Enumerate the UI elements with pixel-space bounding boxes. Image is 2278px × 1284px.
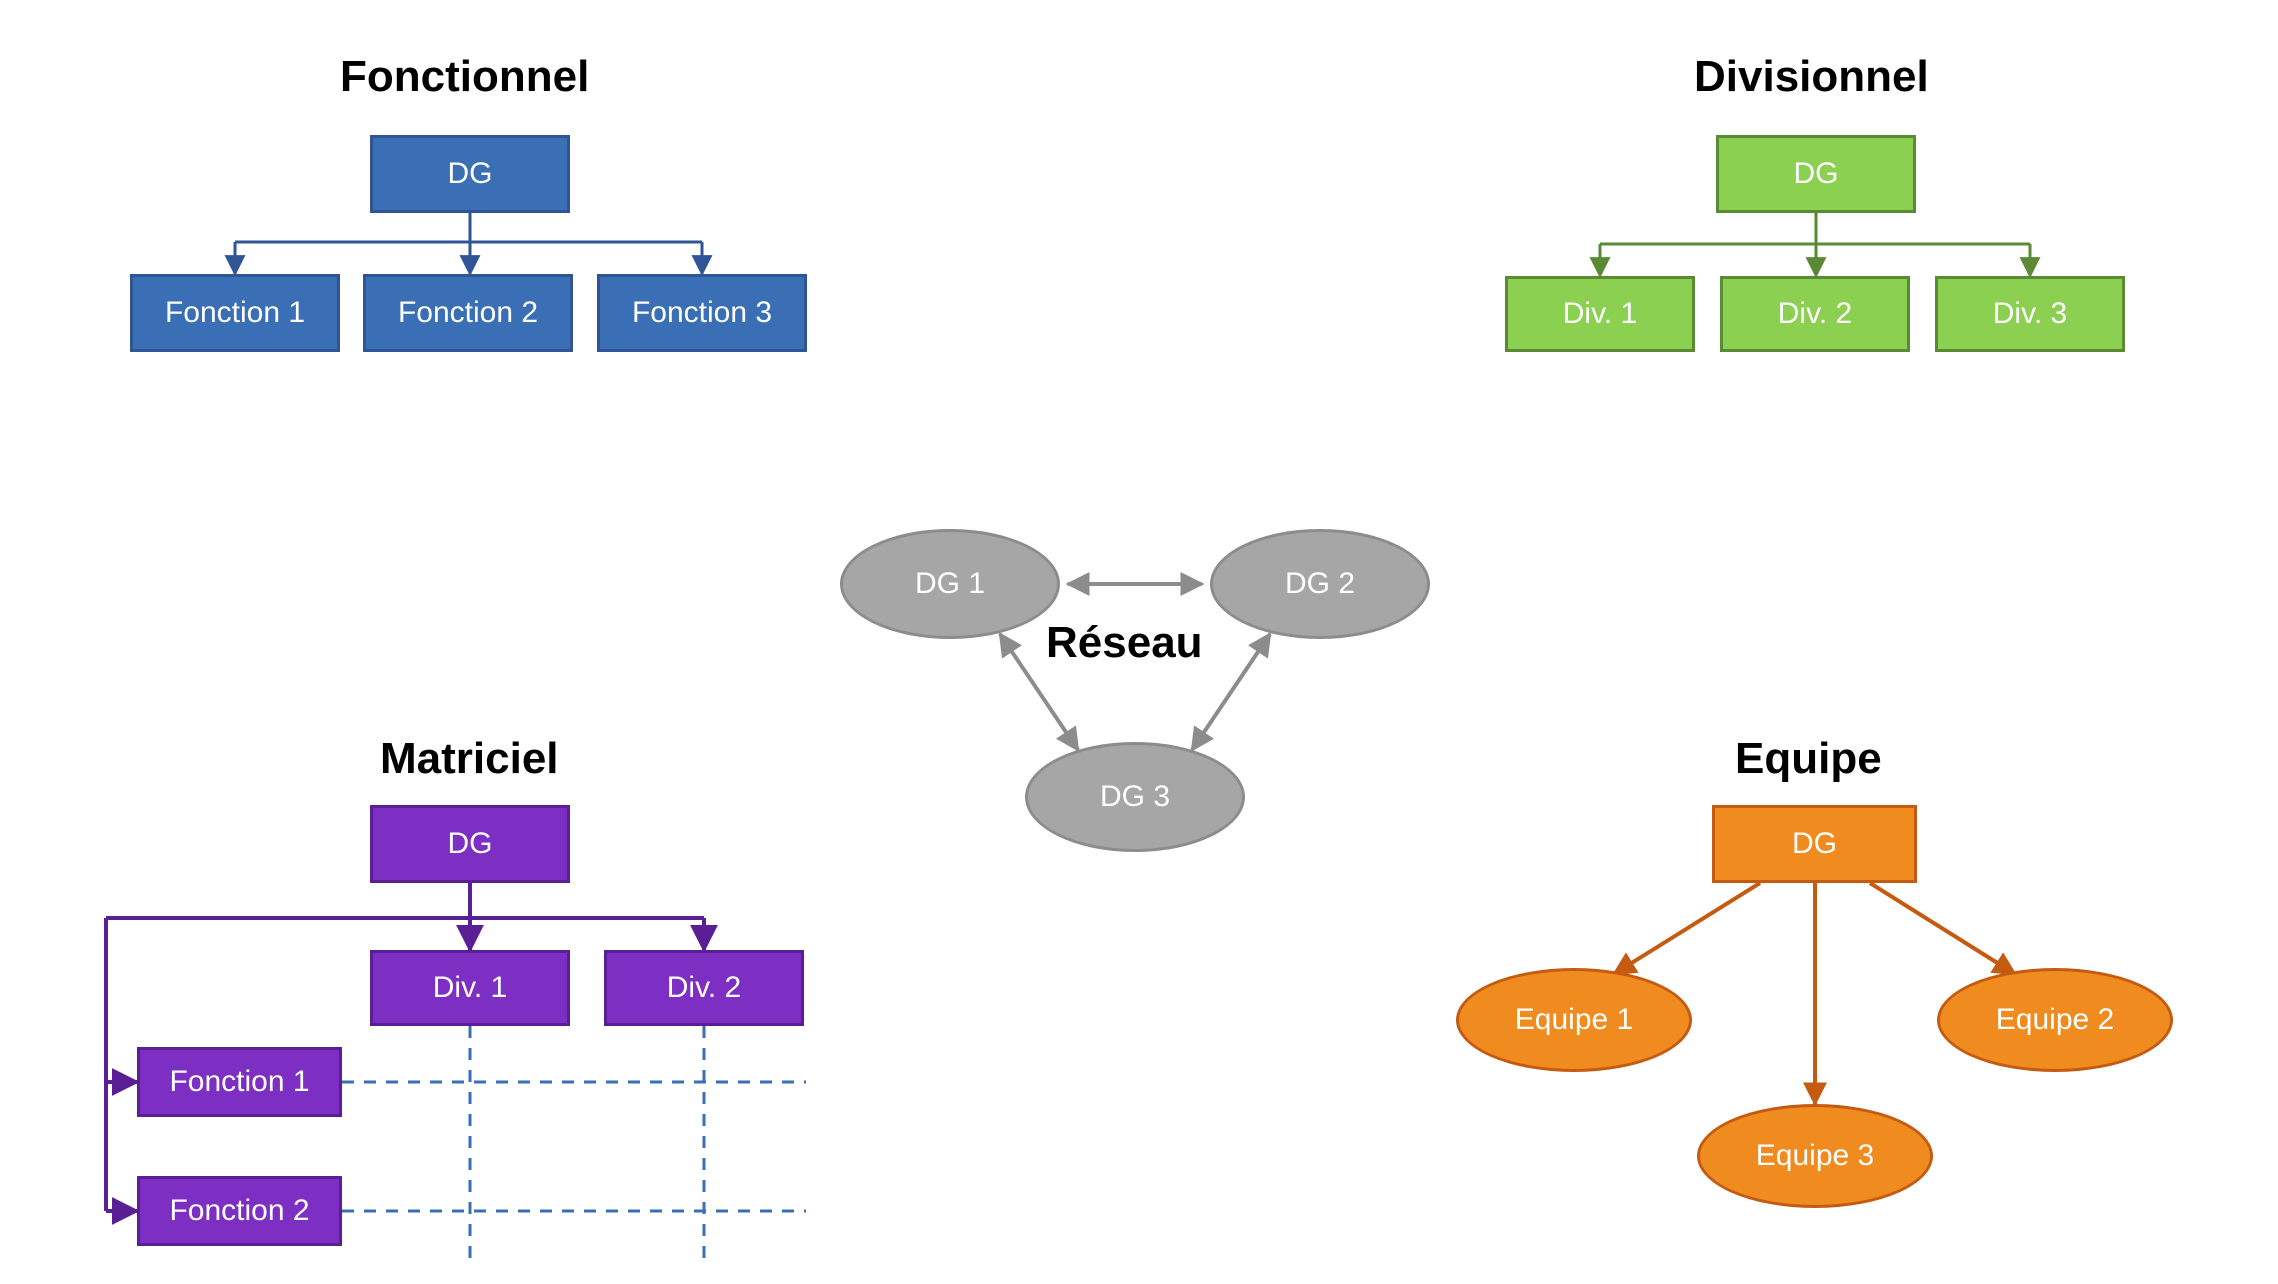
reseau-node-dg3: DG 3 [1025,742,1245,852]
equipe-child-2-label: Equipe 2 [1996,1003,2114,1037]
fonctionnel-child-2: Fonction 2 [363,274,573,352]
reseau-node-dg1: DG 1 [840,529,1060,639]
divisionnel-title: Divisionnel [1694,52,1929,102]
fonctionnel-child-3: Fonction 3 [597,274,807,352]
matriciel-div1: Div. 1 [370,950,570,1026]
matriciel-fn2-label: Fonction 2 [169,1194,309,1228]
divisionnel-root: DG [1716,135,1916,213]
fonctionnel-title: Fonctionnel [340,52,589,102]
matriciel-fn1-label: Fonction 1 [169,1065,309,1099]
fonctionnel-child-1: Fonction 1 [130,274,340,352]
reseau-node-dg1-label: DG 1 [915,567,985,601]
equipe-title: Equipe [1735,734,1882,784]
fonctionnel-child-1-label: Fonction 1 [165,296,305,330]
matriciel-div1-label: Div. 1 [433,971,507,1005]
reseau-node-dg2: DG 2 [1210,529,1430,639]
matriciel-div2-label: Div. 2 [667,971,741,1005]
matriciel-title: Matriciel [380,734,559,784]
equipe-child-3: Equipe 3 [1697,1104,1933,1208]
matriciel-div2: Div. 2 [604,950,804,1026]
matriciel-fn2: Fonction 2 [137,1176,342,1246]
divisionnel-child-2-label: Div. 2 [1778,297,1852,331]
equipe-child-3-label: Equipe 3 [1756,1139,1874,1173]
fonctionnel-child-3-label: Fonction 3 [632,296,772,330]
divisionnel-child-3: Div. 3 [1935,276,2125,352]
divisionnel-child-1: Div. 1 [1505,276,1695,352]
divisionnel-child-3-label: Div. 3 [1993,297,2067,331]
divisionnel-child-1-label: Div. 1 [1563,297,1637,331]
reseau-node-dg3-label: DG 3 [1100,780,1170,814]
reseau-title: Réseau [1046,618,1203,668]
fonctionnel-child-2-label: Fonction 2 [398,296,538,330]
equipe-root: DG [1712,805,1917,883]
matriciel-fn1: Fonction 1 [137,1047,342,1117]
reseau-node-dg2-label: DG 2 [1285,567,1355,601]
equipe-child-1: Equipe 1 [1456,968,1692,1072]
equipe-child-2: Equipe 2 [1937,968,2173,1072]
fonctionnel-root-label: DG [448,157,493,191]
matriciel-root: DG [370,805,570,883]
matriciel-root-label: DG [448,827,493,861]
divisionnel-root-label: DG [1794,157,1839,191]
divisionnel-child-2: Div. 2 [1720,276,1910,352]
equipe-child-1-label: Equipe 1 [1515,1003,1633,1037]
fonctionnel-root: DG [370,135,570,213]
equipe-root-label: DG [1792,827,1837,861]
